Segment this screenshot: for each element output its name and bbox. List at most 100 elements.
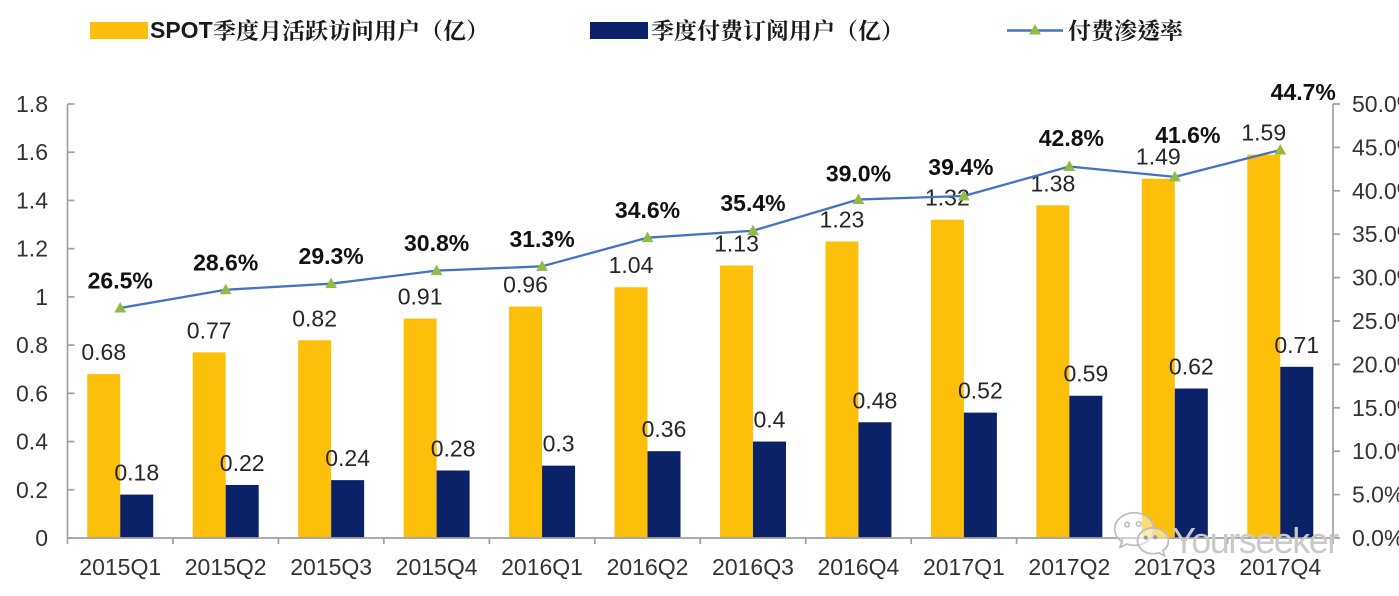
legend-label-mau-cjk [213,19,474,42]
mau-value-label-2015Q2: 0.77 [187,317,232,343]
penetration-pct-label-2016Q4: 39.0% [826,160,891,186]
subscribers-value-label-2015Q2: 0.22 [220,450,265,476]
left-axis-tick-label: 0.8 [16,332,48,358]
penetration-pct-label-2017Q2: 42.8% [1039,125,1104,151]
mau-value-label-2016Q4: 1.23 [820,206,865,232]
x-axis-category-label: 2015Q3 [290,554,372,580]
penetration-pct-label-2017Q3: 41.6% [1155,122,1220,148]
legend-item-penetration: 付费渗透率 [1007,19,1183,42]
penetration-line [120,148,1281,310]
watermark-text: Yourseeker [1172,520,1339,561]
right-axis-tick-label: 0.0% [1352,525,1399,551]
mau-value-label-2017Q3: 1.49 [1136,144,1181,170]
x-axis-category-label: 2017Q2 [1028,554,1110,580]
bar-subscribers-2016Q4 [858,422,892,538]
penetration-marker-2016Q2 [641,231,654,243]
penetration-pct-label-2017Q1: 39.4% [928,154,993,180]
subscribers-value-label-2015Q3: 0.24 [325,445,370,471]
legend-item-mau: SPOT 季度月活跃访问用户（亿） [90,19,489,42]
penetration-marker-2016Q1 [536,260,548,271]
right-axis-tick-label: 20.0% [1352,351,1399,377]
legend-label-subscribers-cjk [651,19,890,42]
penetration-pct-label-2016Q1: 31.3% [509,226,574,252]
bar-subscribers-2017Q1 [963,412,997,538]
left-axis-tick-label: 1.4 [16,187,48,213]
penetration-marker-2017Q4 [1274,144,1287,155]
bar-mau-2016Q4 [825,241,859,538]
penetration-pct-label-2016Q2: 34.6% [615,197,680,223]
penetration-pct-label-2017Q4: 44.7% [1271,79,1336,105]
penetration-pct-label-2015Q3: 29.3% [299,243,364,269]
x-axis-category-label: 2015Q4 [396,554,478,580]
bar-mau-2015Q2 [192,352,226,538]
penetration-marker-2017Q3 [1168,170,1181,182]
bar-mau-2017Q3 [1141,178,1175,538]
left-axis-tick-label: 1.6 [16,139,48,165]
subscribers-value-label-2016Q4: 0.48 [853,387,898,413]
legend-line-sample-svg [1007,24,1063,35]
bar-subscribers-2015Q4 [436,470,470,538]
left-axis-tick-label: 1.8 [16,91,48,117]
bar-subscribers-2017Q2 [1069,395,1103,538]
x-axis-category-label: 2016Q1 [501,554,583,580]
bar-mau-2015Q4 [403,318,437,538]
wechat-eye [1123,521,1131,528]
mau-value-label-2016Q2: 1.04 [609,252,654,278]
mau-value-label-2017Q4: 1.59 [1241,120,1286,146]
bar-mau-2017Q4 [1247,154,1281,538]
bar-subscribers-2015Q3 [331,480,365,538]
wechat-eye [1153,535,1158,540]
x-axis-category-label: 2016Q2 [607,554,689,580]
subscribers-value-label-2017Q4: 0.71 [1274,332,1319,358]
penetration-marker-2016Q4 [852,193,865,204]
bar-mau-2017Q2 [1036,205,1070,538]
legend-swatch-subscribers [590,22,648,39]
left-axis-tick-label: 1.2 [16,236,48,262]
bar-subscribers-2016Q2 [647,451,681,538]
left-axis-tick-label: 1 [35,284,48,310]
penetration-pct-label-2015Q4: 30.8% [404,230,469,256]
subscribers-value-label-2015Q1: 0.18 [114,460,159,486]
bar-mau-2016Q1 [509,306,543,538]
penetration-marker-2015Q2 [219,283,232,295]
bar-mau-2016Q2 [614,287,648,538]
penetration-marker-2015Q1 [114,301,127,313]
wechat-eye [1143,535,1148,540]
penetration-marker-2017Q1 [957,190,970,201]
x-axis-category-label: 2017Q4 [1239,554,1321,580]
wechat-eye [1135,520,1142,527]
right-axis-tick-label: 35.0% [1352,221,1399,247]
bar-subscribers-2016Q3 [752,441,786,538]
subscribers-value-label-2016Q3: 0.4 [753,407,785,433]
right-axis-tick-label: 5.0% [1352,482,1399,508]
bar-subscribers-2015Q2 [225,484,259,538]
mau-value-label-2016Q1: 0.96 [503,272,548,298]
mau-value-label-2017Q2: 1.38 [1030,170,1075,196]
right-axis-tick-label: 45.0% [1352,134,1399,160]
bar-subscribers-2016Q1 [542,465,576,538]
legend-line-sample [1007,19,1063,42]
subscribers-value-label-2017Q2: 0.59 [1063,361,1108,387]
right-axis-tick-label: 40.0% [1352,178,1399,204]
mau-value-label-2015Q1: 0.68 [81,339,126,365]
subscribers-value-label-2016Q2: 0.36 [642,416,687,442]
penetration-marker-2017Q2 [1063,160,1076,171]
mau-value-label-2015Q3: 0.82 [292,305,337,331]
wechat-icon [1113,511,1169,558]
x-axis-category-label: 2015Q1 [79,554,161,580]
legend-label-mau-prefix: SPOT [150,17,213,43]
right-axis-tick-label: 15.0% [1352,395,1399,421]
subscribers-value-label-2015Q4: 0.28 [431,435,476,461]
legend-swatch-mau [90,22,148,39]
penetration-pct-label-2015Q2: 28.6% [193,249,258,275]
right-axis-tick-label: 25.0% [1352,308,1399,334]
x-axis-category-label: 2016Q3 [712,554,794,580]
legend-label-penetration-cjk [1068,19,1183,42]
right-axis-tick-label: 10.0% [1352,438,1399,464]
subscribers-value-label-2017Q3: 0.62 [1169,354,1214,380]
subscribers-value-label-2016Q1: 0.3 [543,431,575,457]
subscribers-value-label-2017Q1: 0.52 [958,378,1003,404]
left-axis-tick-label: 0.6 [16,380,48,406]
x-axis-category-label: 2017Q3 [1134,554,1216,580]
